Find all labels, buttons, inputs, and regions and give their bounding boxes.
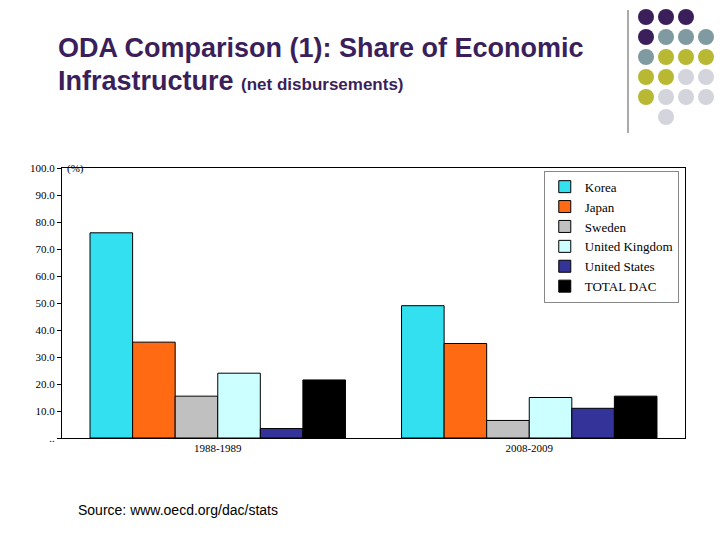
svg-text:50.0: 50.0 bbox=[36, 297, 56, 309]
svg-text:30.0: 30.0 bbox=[36, 351, 56, 363]
svg-text:United States: United States bbox=[585, 259, 655, 274]
svg-text:United Kingdom: United Kingdom bbox=[585, 239, 673, 254]
svg-text:100.0: 100.0 bbox=[30, 162, 55, 174]
svg-text:Japan: Japan bbox=[585, 200, 615, 215]
svg-text:Korea: Korea bbox=[585, 180, 617, 195]
svg-text:70.0: 70.0 bbox=[36, 243, 56, 255]
svg-text:10.0: 10.0 bbox=[36, 405, 56, 417]
svg-text:40.0: 40.0 bbox=[36, 324, 56, 336]
svg-text:90.0: 90.0 bbox=[36, 189, 56, 201]
svg-text:20.0: 20.0 bbox=[36, 378, 56, 390]
svg-text:(%): (%) bbox=[67, 162, 84, 175]
svg-text:60.0: 60.0 bbox=[36, 270, 56, 282]
svg-text:TOTAL DAC: TOTAL DAC bbox=[585, 279, 657, 294]
html-text:Source: www.oecd.org/dac/stats: Source: www.oecd.org/dac/stats bbox=[78, 502, 278, 518]
html-text:ODA Comparison (1): Share of E: ODA Comparison (1): Share of Economic In… bbox=[58, 33, 584, 96]
svg-text:2008-2009: 2008-2009 bbox=[505, 442, 553, 454]
svg-text:80.0: 80.0 bbox=[36, 216, 56, 228]
svg-text:..: .. bbox=[49, 432, 55, 444]
svg-text:Sweden: Sweden bbox=[585, 220, 627, 235]
svg-text:1988-1989: 1988-1989 bbox=[194, 442, 242, 454]
